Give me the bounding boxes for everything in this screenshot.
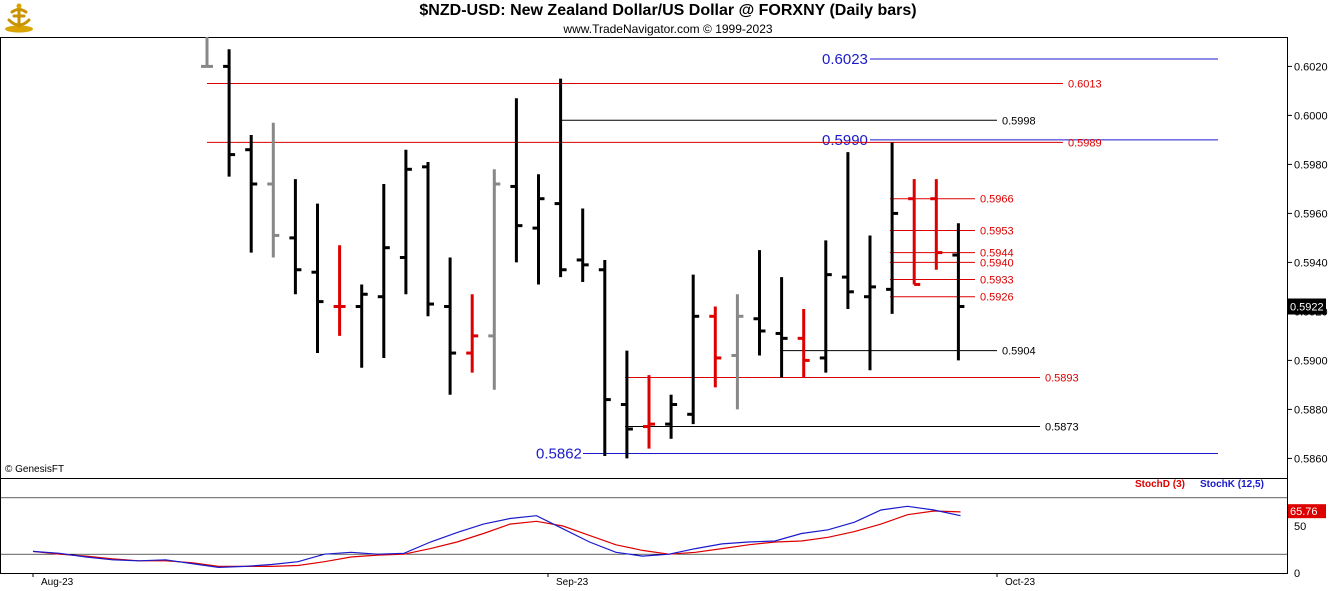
level-label-0.5966: 0.5966: [980, 194, 1014, 206]
ohlc-bar: [532, 174, 545, 285]
x-axis-label: Oct-23: [1005, 577, 1035, 588]
ohlc-bar: [399, 149, 412, 295]
ohlc-bar: [709, 306, 722, 388]
ohlc-bar: [576, 208, 589, 282]
price-axis-label: 0.5960: [1294, 208, 1328, 220]
stoch-series-line: [32, 505, 961, 569]
stoch-last-marker: [1288, 504, 1326, 519]
ohlc-bar: [886, 142, 899, 314]
price-axis-label: 0.6020: [1294, 61, 1328, 73]
chart-subtitle: www.TradeNavigator.com © 1999-2023: [563, 22, 773, 36]
price-axis-label: 0.5940: [1294, 257, 1328, 269]
x-axis-label: Aug-23: [41, 577, 74, 588]
x-axis-label: Sep-23: [556, 577, 589, 588]
ohlc-bar: [731, 294, 744, 410]
stoch-axis-label: 50: [1294, 521, 1306, 533]
ohlc-bar: [444, 257, 457, 395]
x-axis: Aug-23 Sep-23 Oct-23: [32, 573, 1035, 588]
price-axis: 0.60200.60000.59800.59600.59400.59200.59…: [1287, 61, 1328, 465]
price-axis-label: 0.6000: [1294, 110, 1328, 122]
last-price-label: 0.5922: [1290, 302, 1324, 314]
level-label-0.5989: 0.5989: [1068, 137, 1102, 149]
price-panel-border: [0, 37, 1288, 479]
ohlc-bar: [245, 135, 258, 253]
ohlc-bar: [267, 122, 280, 258]
ohlc-bar: [687, 274, 700, 425]
ohlc-bar: [201, 37, 213, 68]
price-axis-label: 0.5900: [1294, 355, 1328, 367]
ohlc-bar: [422, 161, 434, 317]
stoch-last-label: 65.76: [1290, 506, 1318, 518]
ohlc-bar: [510, 98, 523, 263]
price-axis-label: 0.5880: [1294, 404, 1328, 416]
level-label-0.5953: 0.5953: [980, 226, 1014, 238]
level-label-0.5926: 0.5926: [980, 292, 1014, 304]
last-price-marker: [1288, 298, 1326, 315]
level-label-0.5990: 0.5990: [822, 132, 868, 149]
ohlc-bar: [753, 250, 766, 356]
trade-navigator-logo-icon: [5, 3, 33, 33]
ohlc-bar: [665, 394, 678, 439]
stoch-series-line: [32, 510, 961, 568]
ohlc-bar: [908, 179, 921, 286]
chart-title: $NZD-USD: New Zealand Dollar/US Dollar @…: [419, 2, 917, 19]
ohlc-bar: [620, 350, 633, 459]
level-label-0.6013: 0.6013: [1068, 79, 1102, 91]
level-label-0.5862: 0.5862: [536, 446, 582, 463]
stochastic-panel: 50 0 StochD (3) StochK (12,5) 65.76: [0, 479, 1326, 580]
chart-frame: [0, 37, 1288, 574]
level-label-0.5893: 0.5893: [1045, 373, 1079, 385]
ohlc-bar: [841, 152, 854, 309]
level-label-0.5944: 0.5944: [980, 248, 1014, 260]
ohlc-bar: [377, 184, 390, 358]
ohlc-bar: [333, 245, 346, 336]
level-label-0.5940: 0.5940: [980, 257, 1014, 269]
ohlc-bar: [223, 49, 236, 177]
ohlc-bar: [797, 308, 810, 378]
ohlc-bar: [775, 277, 788, 378]
ohlc-bar: [864, 235, 876, 371]
ohlc-bar: [952, 223, 965, 361]
level-label-0.5904: 0.5904: [1002, 346, 1036, 358]
stoch-legend-label: StochD (3): [1135, 479, 1185, 490]
credit-text: © GenesisFT: [5, 464, 64, 475]
ohlc-bar: [819, 240, 832, 373]
price-axis-label: 0.5860: [1294, 453, 1328, 465]
ohlc-bar: [466, 294, 479, 373]
stoch-axis-label: 0: [1294, 568, 1300, 580]
price-axis-label: 0.5980: [1294, 159, 1328, 171]
ohlc-bar: [930, 179, 943, 270]
level-label-0.5998: 0.5998: [1002, 115, 1036, 127]
ohlc-bar: [311, 203, 324, 354]
price-levels: 0.6023 0.6013 0.5998 0.5990 0.5989 0.5966 0.59…: [207, 51, 1218, 463]
ohlc-bar: [289, 179, 302, 295]
ohlc-bar: [554, 78, 567, 278]
price-bars: [201, 37, 965, 459]
ohlc-bar: [355, 284, 368, 368]
level-label-0.6023: 0.6023: [822, 51, 868, 68]
level-label-0.5933: 0.5933: [980, 275, 1014, 287]
ohlc-bar: [598, 259, 611, 456]
ohlc-bar: [488, 169, 501, 390]
stoch-legend-label: StochK (12,5): [1200, 479, 1264, 490]
level-label-0.5873: 0.5873: [1045, 422, 1079, 434]
ohlc-bar: [643, 375, 655, 449]
stoch-panel-border: [0, 478, 1288, 574]
